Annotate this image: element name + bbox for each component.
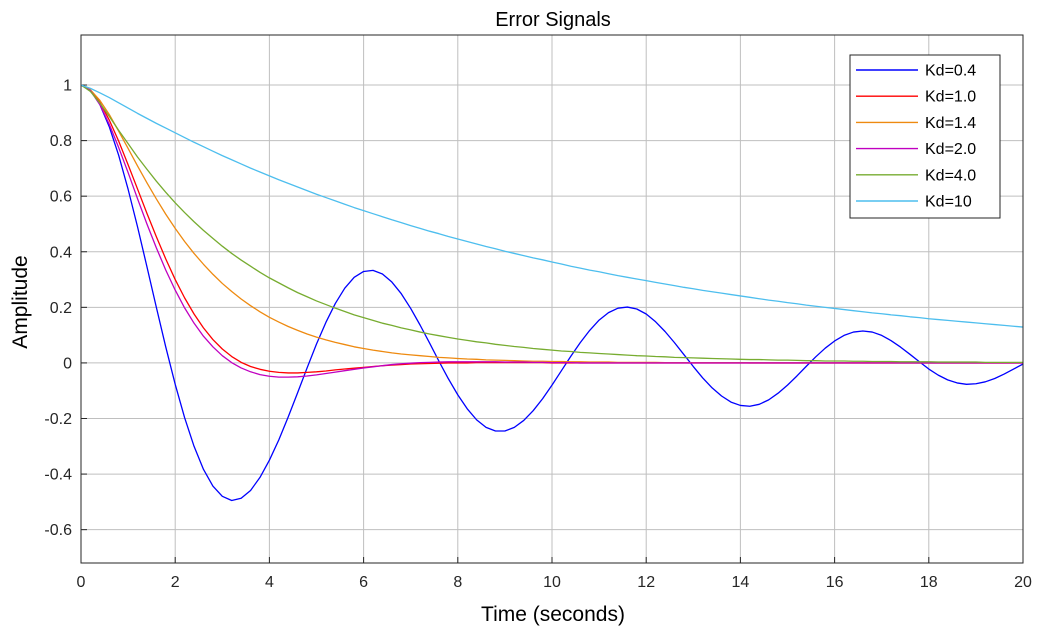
- legend-entry: Kd=1.0: [925, 89, 976, 106]
- y-tick-label: 1: [63, 78, 72, 95]
- series-line-1: [80, 84, 1024, 502]
- x-tick-label: 10: [543, 574, 561, 591]
- y-tick-label: -0.2: [44, 411, 72, 428]
- legend-entry: Kd=10: [925, 194, 972, 211]
- legend-entry: Kd=0.4: [925, 63, 976, 80]
- legend-entry: Kd=1.4: [925, 115, 976, 132]
- y-tick-label: 0.6: [50, 189, 72, 206]
- x-tick-label: 14: [732, 574, 750, 591]
- x-tick-labels: 0 2 4 6 8 10 12 14 16 18 20: [77, 574, 1032, 591]
- x-tick-label: 16: [826, 574, 844, 591]
- legend: Kd=0.4 Kd=1.0 Kd=1.4 Kd=2.0 Kd=4.0 Kd=10: [849, 54, 1001, 219]
- x-tick-label: 2: [171, 574, 180, 591]
- series-line-4: [80, 84, 1023, 378]
- plot-frame: [80, 34, 1024, 564]
- series-lines: [80, 84, 1024, 502]
- y-tick-label: 0.2: [50, 300, 72, 317]
- x-tick-label: 8: [453, 574, 462, 591]
- y-tick-label: 0: [63, 355, 72, 372]
- y-tick-label: -0.4: [44, 467, 72, 484]
- y-tick-labels: -0.6 -0.4 -0.2 0 0.2 0.4 0.6 0.8 1: [44, 78, 72, 540]
- series-line-5: [80, 84, 1023, 364]
- legend-box: [849, 54, 1001, 219]
- x-axis-label: Time (seconds): [481, 603, 625, 626]
- x-tick-label: 6: [359, 574, 368, 591]
- y-tick-label: -0.6: [44, 522, 72, 539]
- x-tick-label: 12: [637, 574, 655, 591]
- y-tick-label: 0.8: [50, 133, 72, 150]
- y-tick-label: 0.4: [50, 244, 72, 261]
- x-tick-label: 0: [77, 574, 86, 591]
- x-tick-label: 4: [265, 574, 274, 591]
- legend-entry: Kd=2.0: [925, 141, 976, 158]
- x-tick-label: 20: [1014, 574, 1032, 591]
- y-axis-label: Amplitude: [9, 255, 32, 348]
- chart-title: Error Signals: [495, 9, 611, 31]
- x-tick-label: 18: [920, 574, 938, 591]
- legend-entry: Kd=4.0: [925, 167, 976, 184]
- series-line-6: [80, 84, 1024, 328]
